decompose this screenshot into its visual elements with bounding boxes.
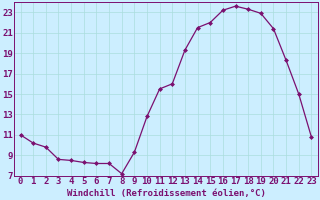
X-axis label: Windchill (Refroidissement éolien,°C): Windchill (Refroidissement éolien,°C): [67, 189, 265, 198]
